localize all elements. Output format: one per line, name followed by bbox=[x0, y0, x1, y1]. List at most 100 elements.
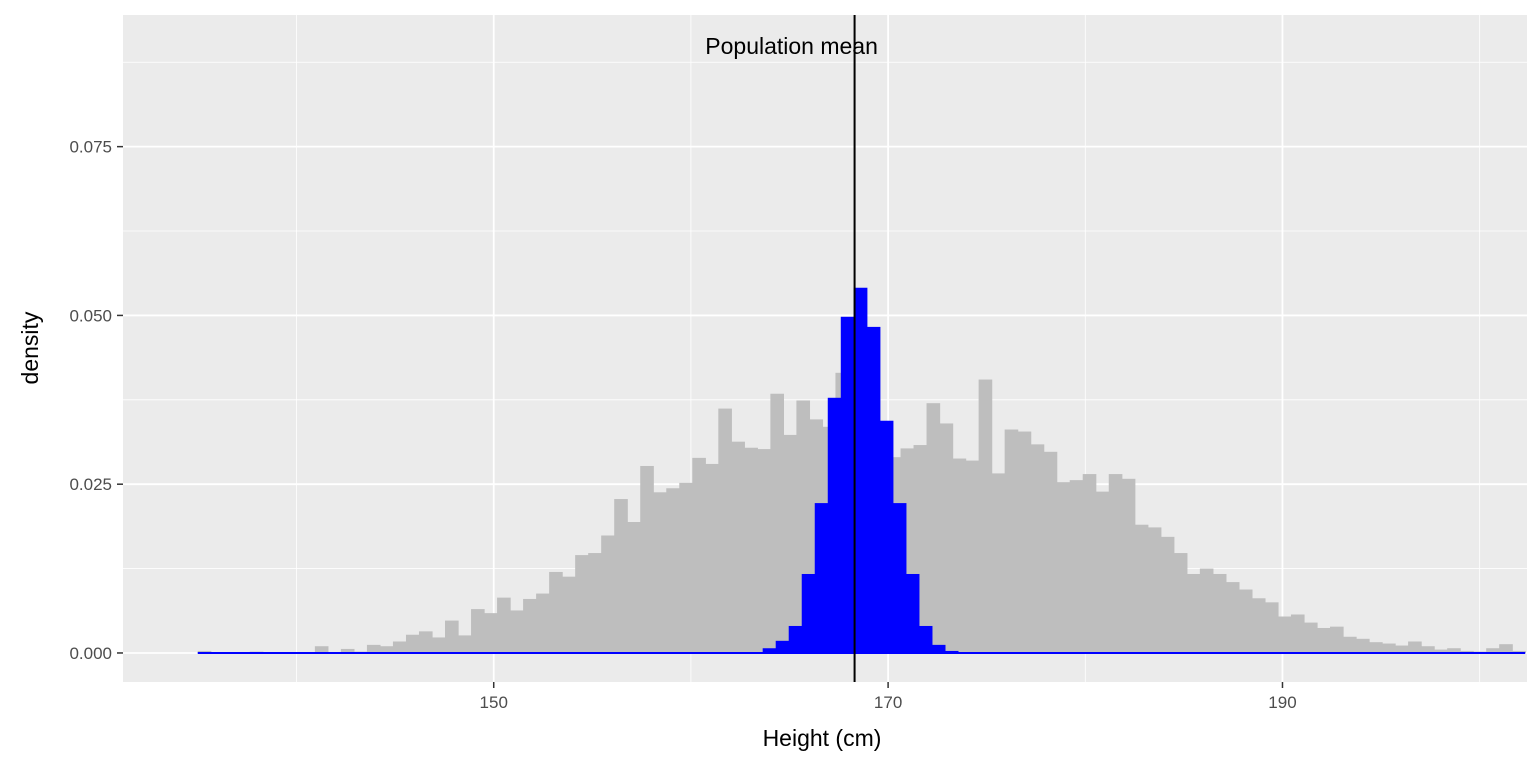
population-bar bbox=[1264, 602, 1279, 653]
population-bar bbox=[1056, 482, 1071, 653]
sample-mean-bar bbox=[775, 640, 790, 653]
population-bar bbox=[770, 393, 784, 653]
population-bar bbox=[1290, 614, 1305, 653]
population-bar bbox=[562, 576, 576, 653]
population-bar bbox=[197, 650, 212, 653]
y-tick-label: 0.050 bbox=[69, 306, 112, 325]
population-bar bbox=[601, 535, 615, 653]
y-tick-label: 0.000 bbox=[69, 644, 112, 663]
population-bar bbox=[1238, 589, 1253, 653]
population-bar bbox=[731, 441, 745, 653]
y-tick-label: 0.025 bbox=[69, 475, 112, 494]
population-bar bbox=[1343, 636, 1357, 653]
population-bar bbox=[1004, 429, 1019, 653]
sample-mean-bar bbox=[853, 287, 868, 653]
population-bar bbox=[718, 408, 732, 653]
population-bar bbox=[510, 610, 524, 653]
population-bar bbox=[1303, 622, 1318, 653]
population-bar bbox=[314, 646, 329, 653]
population-bar bbox=[1460, 650, 1474, 653]
population-bar bbox=[1330, 626, 1344, 653]
population-bar bbox=[340, 648, 355, 653]
population-bar bbox=[640, 465, 654, 653]
population-bar bbox=[445, 620, 459, 653]
population-bar bbox=[1160, 536, 1175, 653]
population-bar bbox=[991, 473, 1006, 653]
x-axis: 150 170 190 bbox=[480, 682, 1297, 712]
population-bar bbox=[692, 457, 706, 653]
sample-mean-bar bbox=[944, 650, 959, 653]
population-bar bbox=[1316, 627, 1331, 653]
population-bar bbox=[939, 423, 954, 653]
population-bar bbox=[1069, 480, 1084, 653]
population-bar bbox=[1225, 582, 1240, 653]
sample-mean-bar bbox=[918, 625, 933, 653]
population-bar bbox=[1251, 598, 1266, 653]
population-bar bbox=[653, 492, 667, 653]
population-bar bbox=[1434, 649, 1448, 653]
population-bar bbox=[1395, 645, 1409, 653]
population-bar bbox=[1121, 478, 1136, 653]
population-bar bbox=[666, 488, 680, 653]
population-bar bbox=[366, 644, 381, 653]
sample-mean-bar bbox=[840, 316, 855, 653]
population-bar bbox=[575, 555, 589, 653]
population-bar bbox=[405, 634, 420, 653]
population-bar bbox=[1277, 616, 1292, 653]
population-bar bbox=[965, 460, 980, 653]
population-bar bbox=[1017, 431, 1032, 653]
population-bar bbox=[1199, 568, 1214, 653]
population-bar bbox=[705, 463, 719, 653]
population-bar bbox=[1421, 646, 1435, 653]
sample-mean-bar bbox=[879, 420, 894, 653]
population-bar bbox=[379, 646, 394, 653]
population-bar bbox=[1486, 648, 1500, 653]
population-bar bbox=[1147, 527, 1162, 653]
population-bar bbox=[679, 482, 693, 653]
sample-mean-bar bbox=[866, 326, 881, 653]
population-bar bbox=[926, 403, 941, 653]
population-bar bbox=[1082, 474, 1097, 653]
sample-mean-bar bbox=[788, 625, 803, 653]
population-bar bbox=[1043, 451, 1058, 653]
population-bar bbox=[471, 609, 485, 653]
population-bar bbox=[523, 598, 537, 653]
population-bar bbox=[1095, 491, 1110, 653]
sample-mean-bar bbox=[931, 644, 946, 653]
population-bar bbox=[1186, 573, 1201, 653]
population-bar bbox=[549, 571, 563, 653]
population-bar bbox=[588, 553, 602, 653]
population-bar bbox=[1447, 648, 1461, 653]
x-axis-title: Height (cm) bbox=[763, 725, 882, 751]
sample-mean-bar bbox=[905, 573, 920, 653]
y-axis-title: density bbox=[17, 311, 43, 384]
population-bar bbox=[1212, 573, 1227, 653]
population-bar bbox=[497, 597, 511, 653]
population-bar bbox=[757, 449, 771, 653]
x-tick-label: 150 bbox=[480, 693, 508, 712]
sample-mean-bar bbox=[814, 503, 829, 653]
population-bar bbox=[1499, 644, 1513, 653]
population-bar bbox=[1108, 474, 1123, 653]
population-bar bbox=[1356, 638, 1370, 653]
y-tick-label: 0.075 bbox=[69, 138, 112, 157]
sample-mean-bar bbox=[801, 573, 816, 653]
population-bar bbox=[484, 613, 498, 653]
population-bar bbox=[783, 434, 798, 653]
sample-mean-bar bbox=[762, 648, 777, 653]
population-bar bbox=[536, 593, 550, 653]
y-axis: 0.000 0.025 0.050 0.075 bbox=[69, 138, 123, 663]
sample-mean-bars bbox=[762, 287, 959, 653]
population-mean-label: Population mean bbox=[705, 33, 878, 59]
population-bar bbox=[431, 637, 446, 653]
population-bar bbox=[1030, 444, 1045, 653]
x-tick-label: 170 bbox=[874, 693, 902, 712]
population-bar bbox=[1408, 641, 1422, 653]
sample-mean-bar bbox=[892, 503, 907, 653]
population-bar bbox=[1134, 524, 1149, 653]
x-tick-label: 190 bbox=[1268, 693, 1296, 712]
population-bar bbox=[1369, 642, 1383, 653]
population-bar bbox=[418, 631, 433, 653]
population-bar bbox=[458, 635, 472, 653]
